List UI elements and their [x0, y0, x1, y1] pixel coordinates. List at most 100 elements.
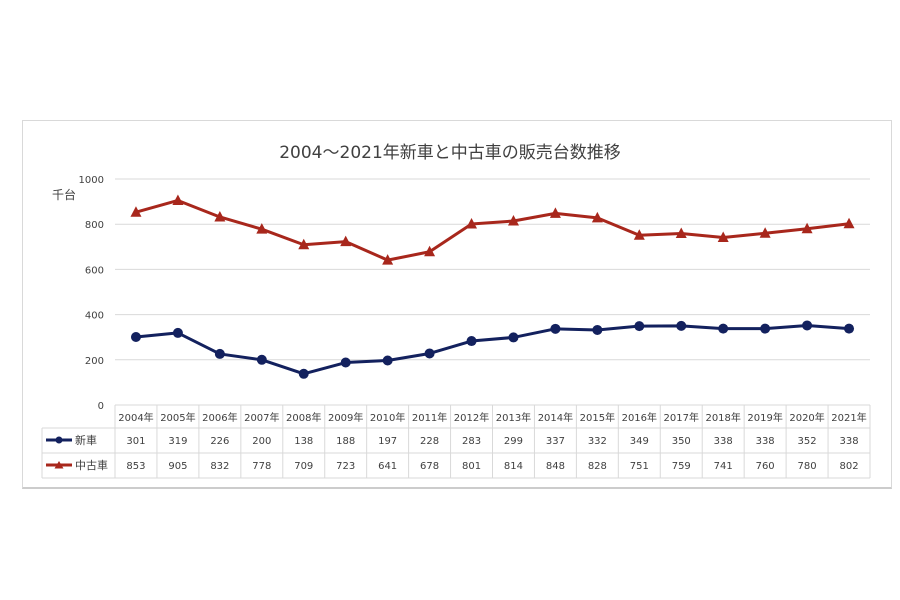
y-tick-label: 600 — [85, 265, 104, 276]
data-point — [844, 323, 855, 334]
data-point — [172, 194, 184, 205]
data-table-cell: 350 — [672, 436, 691, 447]
data-table-cell: 832 — [210, 461, 229, 472]
data-point — [634, 321, 645, 332]
data-point — [130, 206, 142, 217]
data-table-cell: 301 — [126, 436, 145, 447]
x-tick-label: 2014年 — [538, 411, 573, 424]
x-tick-label: 2013年 — [496, 411, 531, 424]
x-tick-label: 2011年 — [412, 411, 447, 424]
data-table-cell: 905 — [168, 461, 187, 472]
y-tick-label: 800 — [85, 220, 104, 231]
y-tick-label: 1000 — [79, 175, 104, 186]
data-table-cell: 352 — [798, 436, 817, 447]
chart-frame — [22, 120, 892, 489]
data-point — [507, 215, 519, 226]
data-point — [675, 227, 687, 238]
data-table-cell: 853 — [126, 461, 145, 472]
data-point — [843, 217, 855, 229]
y-tick-label: 400 — [85, 311, 104, 322]
data-table-cell: 751 — [630, 461, 649, 472]
data-point — [717, 231, 729, 243]
data-point — [633, 229, 645, 240]
chart-title: 2004〜2021年新車と中古車の販売台数推移 — [279, 143, 621, 163]
legend-label: 中古車 — [75, 458, 108, 472]
legend-marker — [54, 461, 64, 469]
x-tick-label: 2019年 — [747, 411, 782, 424]
data-table-cell: 802 — [839, 461, 858, 472]
x-tick-label: 2005年 — [160, 411, 195, 424]
x-tick-label: 2008年 — [286, 411, 321, 424]
data-table-cell: 709 — [294, 461, 313, 472]
data-table-cell: 226 — [210, 436, 229, 447]
data-table-cell: 723 — [336, 461, 355, 472]
x-tick-label: 2021年 — [831, 411, 866, 424]
data-table-cell: 228 — [420, 436, 439, 447]
series-line-new — [135, 323, 850, 376]
data-point — [550, 323, 561, 334]
data-point — [424, 348, 435, 359]
data-table-cell: 197 — [378, 436, 397, 447]
data-point — [298, 238, 310, 250]
x-tick-label: 2006年 — [202, 411, 237, 424]
data-table-cell: 338 — [839, 436, 858, 447]
x-tick-label: 2017年 — [664, 411, 699, 424]
data-table-cell: 337 — [546, 436, 565, 447]
data-table-cell: 759 — [672, 461, 691, 472]
data-table-cell: 778 — [252, 461, 271, 472]
x-tick-label: 2020年 — [789, 411, 824, 424]
data-table-cell: 814 — [504, 461, 523, 472]
legend-label: 新車 — [75, 433, 97, 447]
data-point — [466, 336, 477, 347]
data-point — [591, 211, 603, 223]
data-table-cell: 319 — [168, 436, 187, 447]
x-tick-label: 2012年 — [454, 411, 489, 424]
data-table-cell: 138 — [294, 436, 313, 447]
data-table-cell: 349 — [630, 436, 649, 447]
data-table-cell: 760 — [756, 461, 775, 472]
data-point — [340, 357, 351, 368]
data-table-cell: 828 — [588, 461, 607, 472]
data-table-cell: 848 — [546, 461, 565, 472]
y-axis-label: 千台 — [52, 188, 77, 202]
legend-marker — [55, 436, 63, 444]
data-point — [760, 323, 771, 334]
data-point — [466, 217, 478, 229]
data-table-cell: 188 — [336, 436, 355, 447]
data-point — [256, 223, 268, 234]
data-table-cell: 678 — [420, 461, 439, 472]
data-table-cell: 200 — [252, 436, 271, 447]
y-tick-label: 0 — [98, 401, 104, 412]
data-point — [718, 323, 729, 334]
data-point — [549, 207, 561, 218]
x-tick-label: 2016年 — [622, 411, 657, 424]
data-table-cell: 299 — [504, 436, 523, 447]
data-point — [172, 327, 183, 338]
data-table-cell: 338 — [756, 436, 775, 447]
x-tick-label: 2015年 — [580, 411, 615, 424]
data-point — [802, 320, 813, 331]
data-table-cell: 283 — [462, 436, 481, 447]
x-tick-label: 2009年 — [328, 411, 363, 424]
data-table-cell: 332 — [588, 436, 607, 447]
data-table-cell: 338 — [714, 436, 733, 447]
data-point — [424, 245, 436, 257]
data-point — [130, 331, 141, 342]
data-table-cell: 780 — [798, 461, 817, 472]
data-table-cell: 741 — [714, 461, 733, 472]
data-point — [676, 320, 687, 331]
x-tick-label: 2010年 — [370, 411, 405, 424]
x-tick-label: 2007年 — [244, 411, 279, 424]
data-table-cell: 641 — [378, 461, 397, 472]
data-point — [382, 254, 394, 265]
y-tick-label: 200 — [85, 356, 104, 367]
data-point — [759, 227, 771, 238]
data-point — [340, 235, 352, 247]
data-point — [801, 222, 813, 234]
data-point — [298, 368, 309, 379]
x-tick-label: 2004年 — [118, 411, 153, 424]
data-point — [508, 332, 519, 343]
data-point — [214, 210, 226, 222]
data-table-cell: 801 — [462, 461, 481, 472]
